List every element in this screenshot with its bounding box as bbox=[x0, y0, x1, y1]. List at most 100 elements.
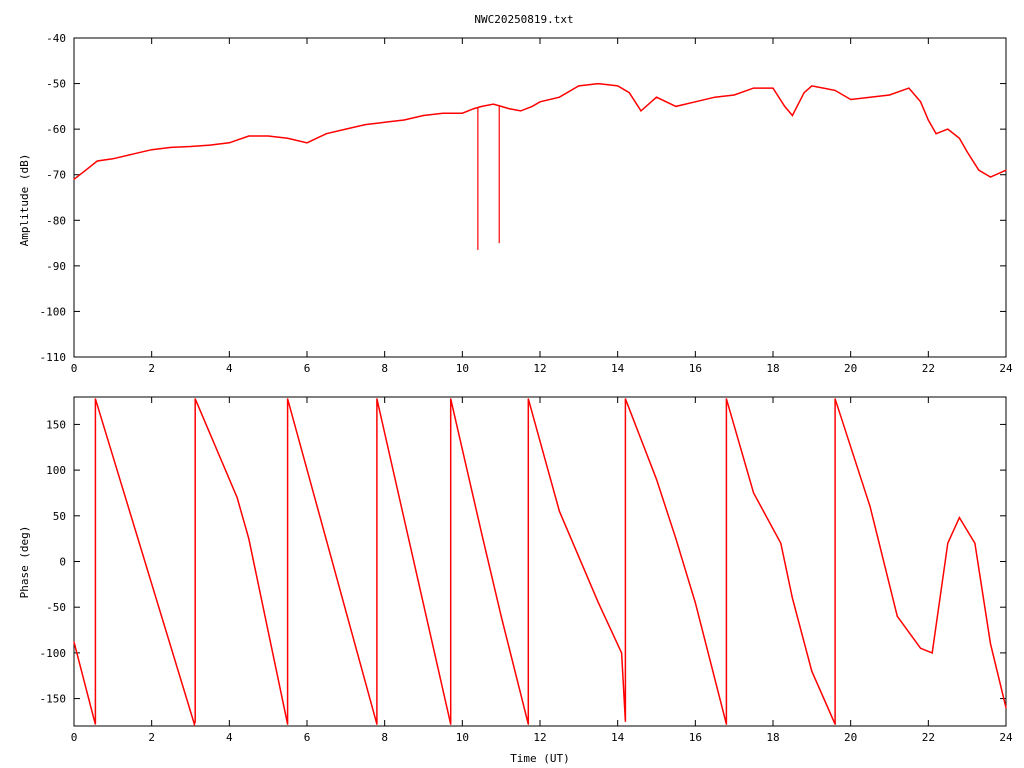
amplitude-y-tick-label: -110 bbox=[40, 351, 67, 364]
amplitude-data-point bbox=[694, 101, 696, 103]
amplitude-data-point bbox=[947, 128, 949, 130]
phase-data-point bbox=[780, 542, 782, 544]
phase-trace bbox=[73, 398, 1007, 727]
chart-title: NWC20250819.txt bbox=[474, 13, 573, 26]
phase-plot-frame bbox=[73, 396, 1007, 727]
phase-series-line bbox=[73, 398, 1007, 727]
phase-data-point bbox=[500, 615, 502, 617]
amplitude-data-point bbox=[539, 101, 541, 103]
amplitude-data-point bbox=[131, 153, 133, 155]
amplitude-data-point bbox=[286, 137, 289, 139]
amplitude-data-point bbox=[228, 142, 230, 144]
phase-data-point bbox=[450, 723, 452, 725]
amplitude-data-point bbox=[978, 169, 980, 171]
phase-data-point bbox=[752, 492, 755, 494]
phase-x-tick-label: 24 bbox=[999, 731, 1013, 744]
phase-data-point bbox=[974, 542, 976, 544]
phase-data-point bbox=[675, 538, 677, 540]
amplitude-trace bbox=[73, 82, 1007, 250]
amplitude-data-point bbox=[422, 114, 425, 117]
amplitude-data-point bbox=[597, 82, 599, 85]
phase-data-point bbox=[725, 398, 728, 400]
amplitude-data-point bbox=[784, 105, 786, 107]
phase-data-point bbox=[597, 602, 599, 604]
amplitude-data-point bbox=[888, 94, 891, 96]
amplitude-data-point bbox=[640, 110, 642, 112]
amplitude-x-tick-label: 16 bbox=[689, 362, 702, 375]
amplitude-data-point bbox=[519, 110, 522, 112]
amplitude-data-point bbox=[772, 87, 774, 89]
phase-data-point bbox=[376, 398, 378, 400]
phase-data-point bbox=[811, 670, 813, 672]
amplitude-data-point bbox=[617, 85, 619, 87]
amplitude-data-point bbox=[1005, 169, 1007, 171]
phase-x-tick-label: 16 bbox=[689, 731, 702, 744]
amplitude-data-point bbox=[508, 108, 510, 110]
amplitude-data-point bbox=[112, 158, 114, 160]
phase-x-label: Time (UT) bbox=[510, 752, 570, 765]
phase-data-point bbox=[896, 615, 898, 617]
amplitude-data-point bbox=[578, 85, 580, 87]
phase-data-point bbox=[958, 517, 961, 519]
amplitude-data-point bbox=[655, 96, 658, 98]
phase-data-point bbox=[194, 720, 196, 723]
amplitude-x-tick-label: 8 bbox=[381, 362, 388, 375]
amplitude-data-point bbox=[492, 103, 494, 105]
amplitude-y-label: Amplitude (dB) bbox=[18, 154, 31, 247]
phase-y-tick-label: 150 bbox=[46, 418, 66, 431]
amplitude-y-tick-label: -90 bbox=[46, 260, 66, 273]
amplitude-data-point bbox=[267, 135, 269, 137]
amplitude-data-point bbox=[850, 98, 852, 101]
phase-y-label: Phase (deg) bbox=[18, 526, 31, 599]
phase-data-point bbox=[527, 398, 529, 400]
amplitude-data-point bbox=[531, 105, 533, 107]
phase-data-point bbox=[236, 496, 238, 499]
phase-x-tick-label: 14 bbox=[611, 731, 625, 744]
amplitude-data-point bbox=[325, 133, 328, 135]
phase-tick-labels: 0 2 4 6 8 10 12 14 16 18 20 22 24-150-100-5005010015… bbox=[40, 418, 1013, 744]
phase-ticks bbox=[73, 397, 1007, 726]
phase-data-point bbox=[194, 398, 196, 400]
amplitude-data-point bbox=[958, 137, 961, 139]
amplitude-data-point bbox=[733, 94, 735, 96]
amplitude-ticks bbox=[73, 37, 1007, 358]
amplitude-data-point bbox=[966, 151, 968, 153]
amplitude-x-tick-label: 0 bbox=[71, 362, 78, 375]
phase-panel: 0 2 4 6 8 10 12 14 16 18 20 22 24-150-100-5005010015… bbox=[18, 396, 1013, 765]
amplitude-data-point bbox=[927, 119, 929, 121]
amplitude-data-point bbox=[803, 92, 805, 94]
phase-y-tick-label: 0 bbox=[59, 556, 66, 569]
phase-x-tick-label: 8 bbox=[381, 731, 388, 744]
amplitude-data-point bbox=[345, 128, 347, 130]
amplitude-plot-frame bbox=[73, 37, 1007, 358]
amplitude-data-point bbox=[248, 135, 250, 137]
phase-data-point bbox=[558, 510, 561, 512]
amplitude-y-tick-label: -100 bbox=[40, 305, 67, 318]
amplitude-data-point bbox=[473, 108, 475, 110]
amplitude-data-point bbox=[628, 92, 630, 94]
phase-data-point bbox=[791, 597, 794, 599]
amplitude-data-point bbox=[306, 142, 308, 144]
amplitude-data-point bbox=[919, 101, 922, 103]
phase-x-tick-label: 18 bbox=[766, 731, 779, 744]
phase-data-point bbox=[73, 641, 75, 643]
phase-y-tick-label: 50 bbox=[53, 510, 66, 523]
amplitude-data-point bbox=[96, 160, 98, 162]
amplitude-data-point bbox=[209, 144, 211, 146]
amplitude-x-tick-label: 4 bbox=[226, 362, 233, 375]
phase-data-point bbox=[92, 716, 95, 718]
amplitude-data-point bbox=[403, 119, 405, 121]
phase-data-point bbox=[94, 398, 96, 400]
amplitude-data-point bbox=[461, 112, 463, 114]
amplitude-data-point bbox=[85, 169, 87, 171]
phase-data-point bbox=[624, 398, 627, 400]
amplitude-x-tick-label: 14 bbox=[611, 362, 625, 375]
phase-x-tick-label: 4 bbox=[226, 731, 233, 744]
phase-data-point bbox=[624, 720, 627, 723]
phase-x-tick-label: 2 bbox=[148, 731, 155, 744]
amplitude-data-point bbox=[500, 105, 502, 107]
amplitude-x-tick-label: 24 bbox=[999, 362, 1013, 375]
phase-data-point bbox=[450, 398, 452, 400]
amplitude-data-point bbox=[714, 96, 716, 98]
